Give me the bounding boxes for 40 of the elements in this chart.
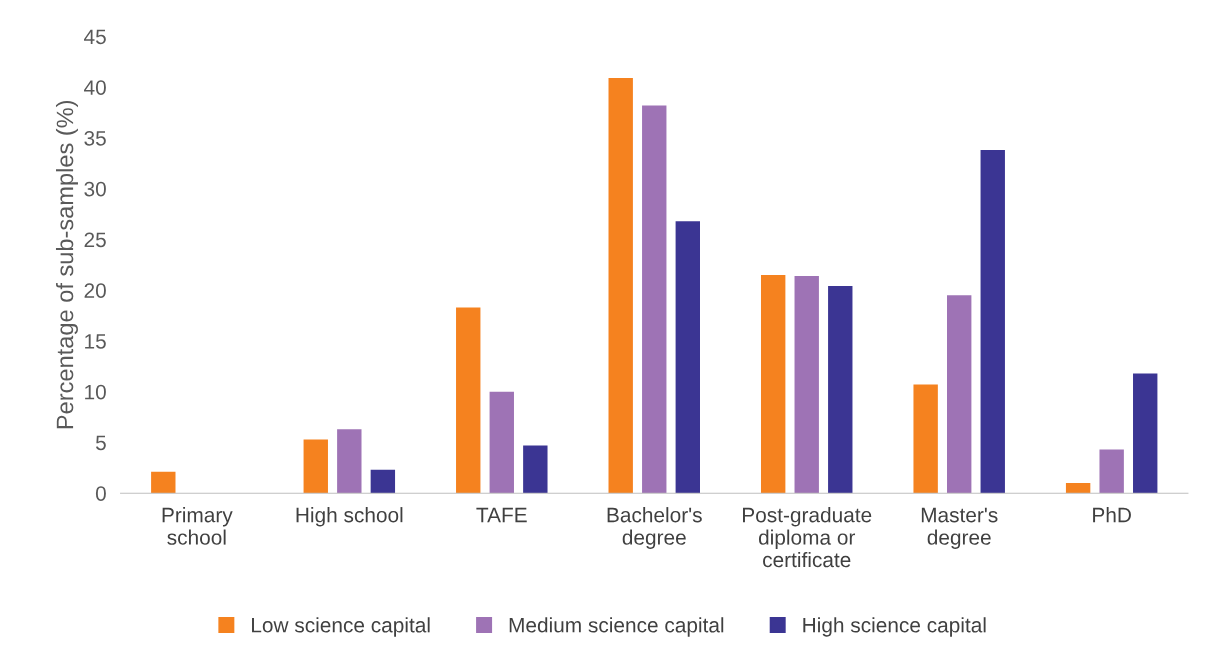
bar: [828, 286, 853, 494]
bar: [794, 275, 819, 494]
y-tick-label: 40: [84, 80, 106, 95]
legend-label: High science capital: [803, 617, 986, 637]
bar: [489, 391, 514, 494]
x-tick-label: Post-graduate diploma or certificate: [743, 507, 872, 568]
y-tick-label: 25: [84, 232, 106, 248]
bar: [456, 307, 481, 494]
y-tick-label: 5: [95, 435, 106, 451]
x-tick-label: TAFE: [476, 507, 527, 523]
y-axis-title: Percentage of sub-samples (%): [55, 100, 78, 429]
bar: [608, 78, 633, 494]
bar: [523, 445, 548, 494]
bar: [947, 295, 972, 494]
x-tick-label: PhD: [1093, 507, 1131, 523]
x-tick-label: Master's degree: [921, 507, 998, 549]
y-tick-label: 30: [84, 181, 106, 197]
bar: [675, 221, 700, 494]
bar: [642, 105, 667, 494]
x-tick-label: Primary school: [162, 507, 233, 545]
y-tick-label: 10: [85, 384, 106, 400]
y-tick-label: 15: [85, 334, 106, 349]
bar: [303, 439, 328, 494]
legend-label: Low science capital: [252, 617, 430, 637]
bar: [337, 429, 362, 494]
x-tick-label: Bachelor's degree: [607, 507, 702, 549]
bar: [1065, 483, 1091, 494]
x-tick-label: High school: [296, 507, 403, 527]
bar: [1133, 373, 1158, 494]
legend-label: Medium science capital: [509, 617, 724, 637]
y-tick-label: 20: [84, 283, 106, 298]
bar: [980, 150, 1005, 494]
y-tick-label: 0: [95, 486, 106, 501]
bar: [151, 471, 176, 494]
bar: [913, 384, 938, 494]
y-tick-label: 35: [84, 130, 106, 146]
y-tick-label: 45: [84, 29, 106, 45]
bar: [370, 469, 396, 494]
bar: [1099, 449, 1124, 494]
bar: [760, 274, 786, 494]
